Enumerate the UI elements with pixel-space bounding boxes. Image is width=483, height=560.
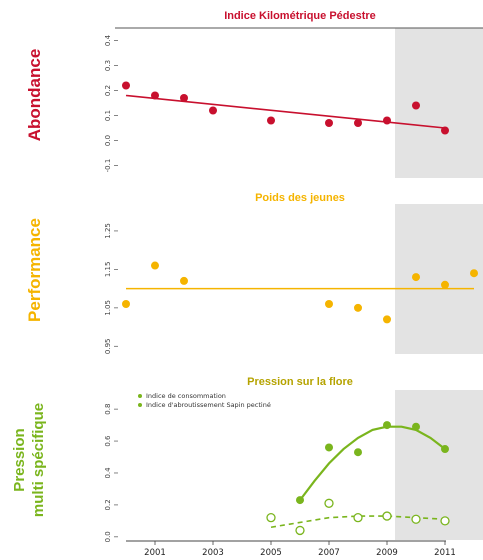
row-label-performance: Performance: [25, 218, 44, 322]
point-abroutissement: [440, 516, 450, 526]
legend-label-abroutissement: Indice d'abroutissement Sapin pectiné: [146, 401, 271, 409]
x-tick-label: 2005: [260, 548, 282, 558]
panel-performance-points: [122, 261, 478, 324]
data-point: [412, 273, 420, 282]
x-tick-label: 2001: [144, 548, 166, 558]
data-point: [180, 276, 188, 285]
point-abroutissement: [411, 514, 421, 524]
point-abroutissement: [295, 525, 305, 536]
data-point: [412, 101, 420, 110]
x-tick-label: 2009: [376, 548, 398, 558]
point-consommation: [441, 445, 449, 454]
panel-performance: Poids des jeunes 0.95 1.05 1.15 1.25: [104, 192, 483, 354]
data-point: [441, 280, 449, 289]
row-label-abondance: Abondance: [25, 49, 44, 142]
trend-line: [125, 94, 446, 129]
panel-performance-y-ticks: 0.95 1.05 1.15 1.25: [104, 223, 118, 354]
point-abroutissement: [353, 513, 363, 523]
curve-consommation: [299, 425, 446, 501]
data-point: [354, 119, 362, 127]
y-tick-label: 0.8: [104, 404, 112, 415]
y-tick-label: 0.2: [104, 499, 112, 510]
row-label-pression-2: multi spécifique: [30, 403, 47, 517]
panel-abondance-points: [122, 81, 449, 135]
point-consommation: [296, 496, 304, 505]
panel-abondance-title: Indice Kilométrique Pédestre: [224, 10, 376, 22]
point-abroutissement: [266, 513, 276, 523]
data-point: [151, 261, 159, 270]
data-point: [441, 126, 449, 135]
panel-pression-title: Pression sur la flore: [247, 376, 353, 388]
data-point: [209, 106, 217, 115]
legend-marker-consommation: [138, 394, 142, 398]
panel-abondance-trend: [125, 94, 446, 129]
x-axis: 2001 2003 2005 2007 2009 2011: [126, 540, 456, 558]
y-tick-label: 0.0: [104, 135, 112, 146]
panel-pression-points: [266, 421, 450, 536]
point-consommation: [354, 448, 362, 457]
y-tick-label: 0.4: [104, 467, 112, 479]
panel-pression-shade: [395, 390, 483, 540]
point-consommation: [383, 421, 391, 430]
y-tick-label: 1.25: [104, 223, 112, 239]
row-label-pression-1: Pression: [11, 428, 28, 491]
panel-abondance-shade: [395, 28, 483, 178]
data-point: [180, 94, 188, 102]
panel-abondance: Indice Kilométrique Pédestre -0.1 0.0 0.1 0…: [104, 10, 483, 178]
x-tick-label: 2011: [434, 548, 456, 558]
legend-label-consommation: Indice de consommation: [146, 392, 226, 400]
data-point: [470, 269, 478, 278]
y-tick-label: 0.95: [104, 339, 112, 355]
point-consommation: [325, 443, 333, 452]
data-point: [325, 119, 333, 127]
y-tick-label: 0.0: [104, 531, 112, 542]
y-tick-label: 1.05: [104, 300, 112, 316]
data-point: [325, 300, 333, 308]
y-tick-label: -0.1: [104, 159, 112, 173]
y-tick-label: 0.4: [104, 34, 112, 46]
x-tick-label: 2003: [202, 548, 224, 558]
data-point: [122, 81, 130, 90]
panel-performance-title: Poids des jeunes: [255, 192, 345, 204]
point-abroutissement: [382, 511, 392, 521]
data-point: [383, 116, 391, 125]
data-point: [267, 116, 275, 125]
panel-abondance-y-ticks: -0.1 0.0 0.1 0.2 0.3 0.4: [104, 34, 118, 172]
y-tick-label: 0.6: [104, 435, 112, 447]
panel-performance-shade: [395, 204, 483, 354]
data-point: [383, 315, 391, 324]
data-point: [151, 91, 159, 100]
y-tick-label: 1.15: [104, 262, 112, 278]
legend-marker-abroutissement: [138, 403, 142, 407]
panel-pression-legend: Indice de consommation Indice d'abroutis…: [138, 392, 271, 409]
x-tick-label: 2007: [318, 548, 340, 558]
point-consommation: [412, 422, 420, 431]
y-tick-label: 0.1: [104, 110, 112, 121]
y-tick-label: 0.3: [104, 60, 112, 71]
data-point: [354, 303, 362, 312]
point-abroutissement: [324, 498, 334, 508]
y-tick-label: 0.2: [104, 85, 112, 96]
data-point: [122, 300, 130, 308]
panel-pression-y-ticks: 0.0 0.2 0.4 0.6 0.8: [104, 404, 118, 542]
panel-pression: Pression sur la flore Indice de consomma…: [104, 376, 483, 542]
